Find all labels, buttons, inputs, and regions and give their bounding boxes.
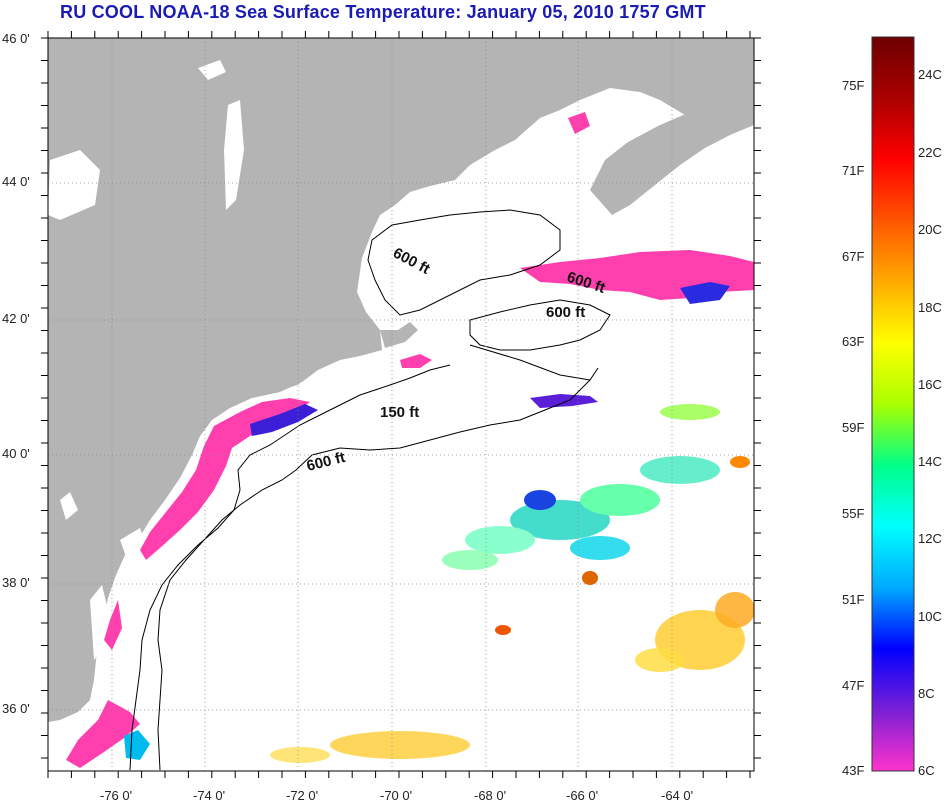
latitude-labels: 46 0' 44 0' 42 0' 40 0' 38 0' 36 0' bbox=[2, 31, 30, 716]
lon-label-64: -64 0' bbox=[661, 788, 693, 803]
colorbar-f-label: 59F bbox=[842, 420, 864, 435]
colorbar-c-label: 24C bbox=[918, 67, 942, 82]
frame-ticks bbox=[41, 31, 761, 778]
lon-label-76: -76 0' bbox=[100, 788, 132, 803]
map-title: RU COOL NOAA-18 Sea Surface Temperature:… bbox=[60, 2, 706, 22]
colorbar-c-label: 16C bbox=[918, 377, 942, 392]
lon-label-66: -66 0' bbox=[566, 788, 598, 803]
colorbar-f-label: 51F bbox=[842, 592, 864, 607]
cool-water-gb bbox=[530, 394, 598, 408]
colorbar-c-label: 8C bbox=[918, 686, 935, 701]
colorbar-c-label: 22C bbox=[918, 145, 942, 160]
colorbar-c-label: 6C bbox=[918, 763, 935, 778]
lake-4 bbox=[60, 492, 78, 520]
lon-label-68: -68 0' bbox=[474, 788, 506, 803]
colorbar bbox=[871, 36, 915, 772]
cool-water-nyb bbox=[250, 404, 318, 436]
cool-water-ns bbox=[680, 282, 730, 304]
lat-label-44: 44 0' bbox=[2, 174, 30, 189]
colorbar-f-label: 63F bbox=[842, 334, 864, 349]
map-content bbox=[48, 38, 754, 771]
colorbar-c-label: 14C bbox=[918, 454, 942, 469]
colorbar-f-label: 67F bbox=[842, 249, 864, 264]
contour-lines bbox=[129, 209, 611, 771]
colorbar-f-label: 71F bbox=[842, 163, 864, 178]
cold-water-ns bbox=[568, 112, 590, 134]
nova-scotia bbox=[590, 105, 754, 215]
lat-label-36: 36 0' bbox=[2, 701, 30, 716]
gulf-stream-patches bbox=[270, 456, 754, 763]
contour-150ft bbox=[129, 364, 451, 771]
lon-label-70: -70 0' bbox=[380, 788, 412, 803]
colorbar-f-label: 47F bbox=[842, 678, 864, 693]
cold-water-capecod bbox=[400, 354, 432, 368]
colorbar-c-label: 10C bbox=[918, 609, 942, 624]
colorbar-c-label: 20C bbox=[918, 222, 942, 237]
contour-label-150ft: 150 ft bbox=[380, 404, 419, 421]
contour-600ft-shelf bbox=[157, 367, 599, 771]
chesapeake-bay bbox=[90, 585, 108, 660]
us-mainland bbox=[48, 38, 754, 722]
map-frame bbox=[47, 37, 755, 772]
lat-label-38: 38 0' bbox=[2, 575, 30, 590]
lake-1 bbox=[48, 150, 100, 220]
cape-cod bbox=[380, 322, 418, 348]
cold-water-mid bbox=[104, 600, 122, 650]
graticule bbox=[48, 38, 754, 771]
colorbar-f-label: 55F bbox=[842, 506, 864, 521]
contour-shelf-break bbox=[469, 344, 591, 381]
colorbar-c-label: 12C bbox=[918, 531, 942, 546]
colorbar-celsius-labels: 24C 22C 20C 18C 16C 14C 12C 10C 8C 6C bbox=[918, 67, 942, 778]
longitude-labels: -76 0' -74 0' -72 0' -70 0' -68 0' -66 0… bbox=[100, 788, 693, 803]
colorbar-f-label: 43F bbox=[842, 763, 864, 778]
cold-water-coastal bbox=[140, 398, 310, 560]
contour-georges-bank bbox=[469, 299, 611, 351]
colorbar-f-label: 75F bbox=[842, 78, 864, 93]
colorbar-fahrenheit-labels: 75F 71F 67F 63F 59F 55F 51F 47F 43F bbox=[842, 78, 864, 778]
lat-label-40: 40 0' bbox=[2, 446, 30, 461]
delaware-bay bbox=[120, 528, 146, 562]
colorbar-c-label: 18C bbox=[918, 300, 942, 315]
long-island bbox=[230, 378, 300, 400]
lat-label-46: 46 0' bbox=[2, 31, 30, 46]
lon-label-74: -74 0' bbox=[193, 788, 225, 803]
cold-water-south bbox=[66, 700, 140, 768]
lat-label-42: 42 0' bbox=[2, 311, 30, 326]
lake-3 bbox=[224, 100, 244, 210]
lon-label-72: -72 0' bbox=[286, 788, 318, 803]
slope-water-patches bbox=[442, 404, 720, 570]
contour-gulf-maine bbox=[367, 209, 561, 316]
contour-label-600ft-gb: 600 ft bbox=[546, 304, 585, 321]
